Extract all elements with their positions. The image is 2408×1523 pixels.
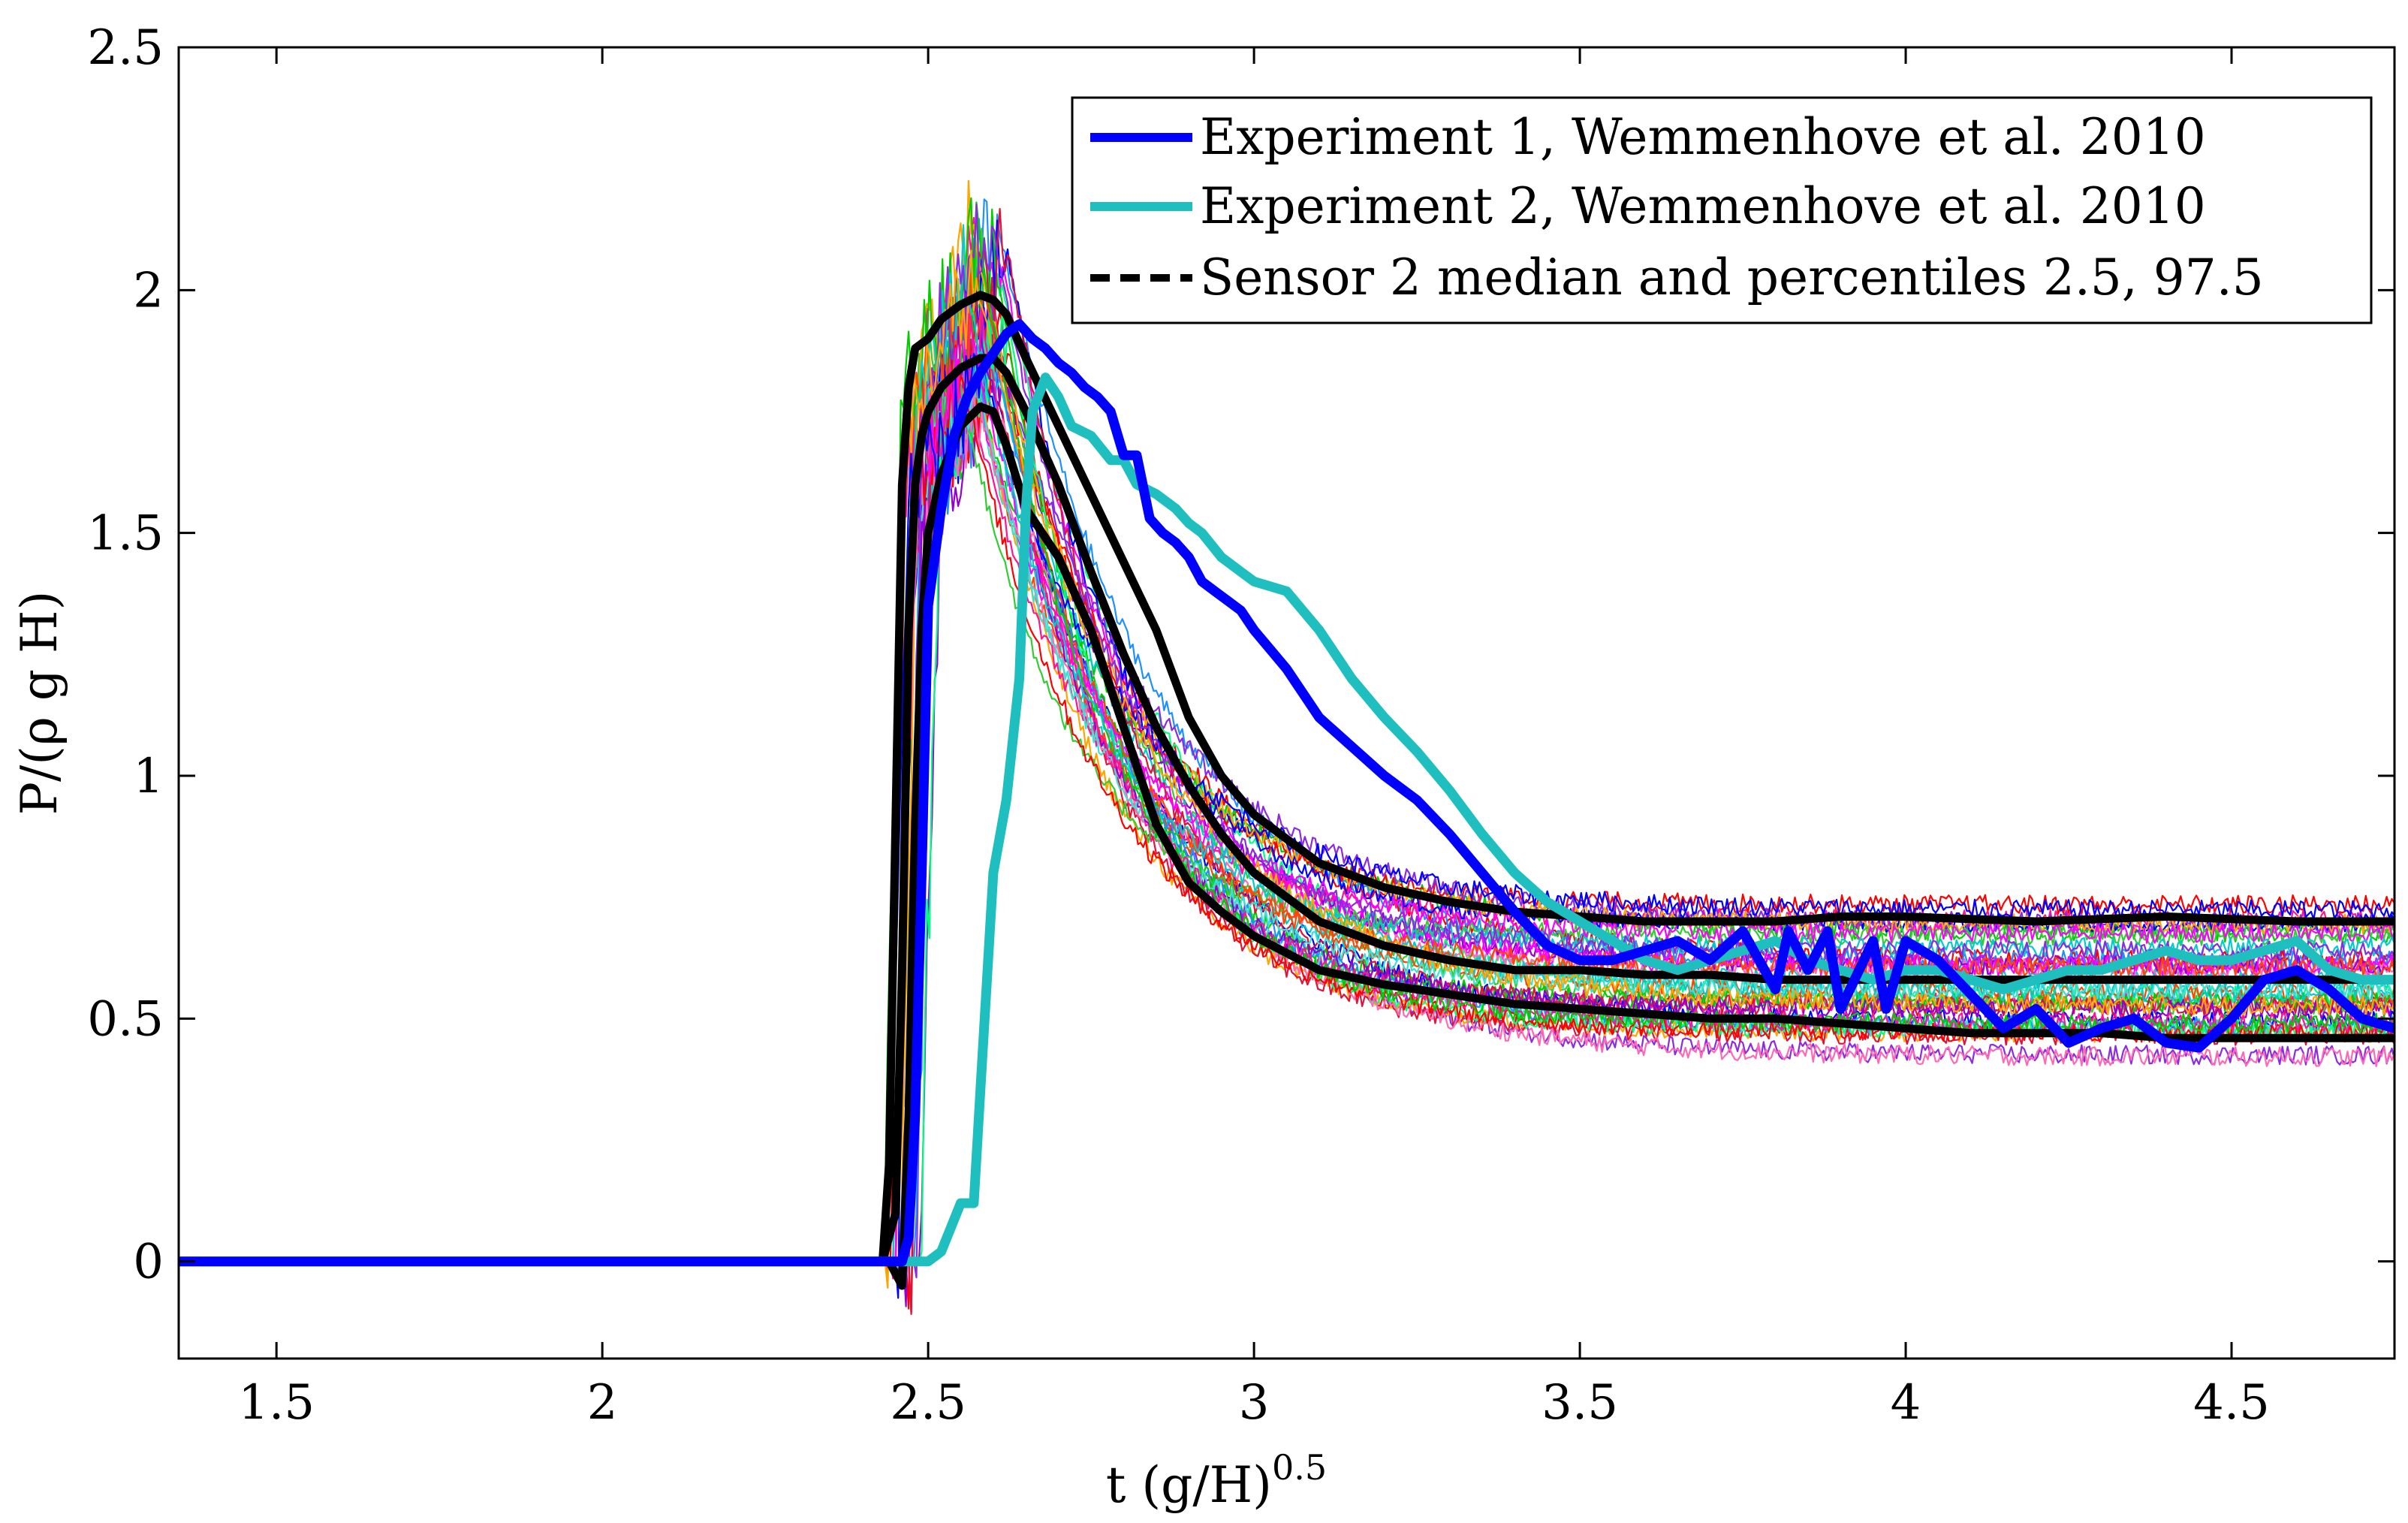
x-tick-label: 2.5 xyxy=(890,1375,966,1431)
legend: Experiment 1, Wemmenhove et al. 2010 Exp… xyxy=(1071,96,2373,324)
x-tick-label: 2 xyxy=(587,1375,618,1431)
series-line-3 xyxy=(179,291,2394,1266)
ticks-layer: 1.5 2 2.5 3 3.5 4 4.5 0 0.5 1 1.5 2 2.5 xyxy=(87,20,2394,1431)
series-line-2 xyxy=(179,354,2394,1266)
x-tick-label: 4 xyxy=(1891,1375,1921,1431)
x-axis-label-exponent: 0.5 xyxy=(1272,1447,1327,1488)
plot-frame xyxy=(177,46,2396,1360)
x-tick-label: 3 xyxy=(1239,1375,1270,1431)
x-tick-label: 3.5 xyxy=(1542,1375,1618,1431)
y-tick-label: 1.5 xyxy=(87,506,164,562)
x-tick-label: 4.5 xyxy=(2193,1375,2270,1431)
y-tick-label: 2 xyxy=(133,263,164,318)
legend-label-experiment-2: Experiment 2, Wemmenhove et al. 2010 xyxy=(1200,177,2206,235)
series-line-4 xyxy=(179,403,2394,1290)
legend-label-experiment-1: Experiment 1, Wemmenhove et al. 2010 xyxy=(1200,108,2206,166)
x-tick-label: 1.5 xyxy=(238,1375,315,1431)
series-layer xyxy=(179,291,2394,1290)
y-tick-label: 0.5 xyxy=(87,991,164,1047)
legend-label-sensor-2: Sensor 2 median and percentiles 2.5, 97.… xyxy=(1200,249,2264,306)
series-line-1 xyxy=(179,372,2394,1267)
x-axis-label: t (g/H)0.5 xyxy=(1106,1447,1327,1514)
y-tick-label: 0 xyxy=(133,1235,164,1290)
y-axis-label: P/(ρ g H) xyxy=(11,591,68,816)
y-tick-label: 1 xyxy=(133,749,164,804)
legend-box xyxy=(1071,96,2373,324)
series-line-0 xyxy=(179,319,2394,1267)
y-tick-label: 2.5 xyxy=(87,20,164,76)
x-axis-label-text: t (g/H) xyxy=(1106,1456,1272,1514)
